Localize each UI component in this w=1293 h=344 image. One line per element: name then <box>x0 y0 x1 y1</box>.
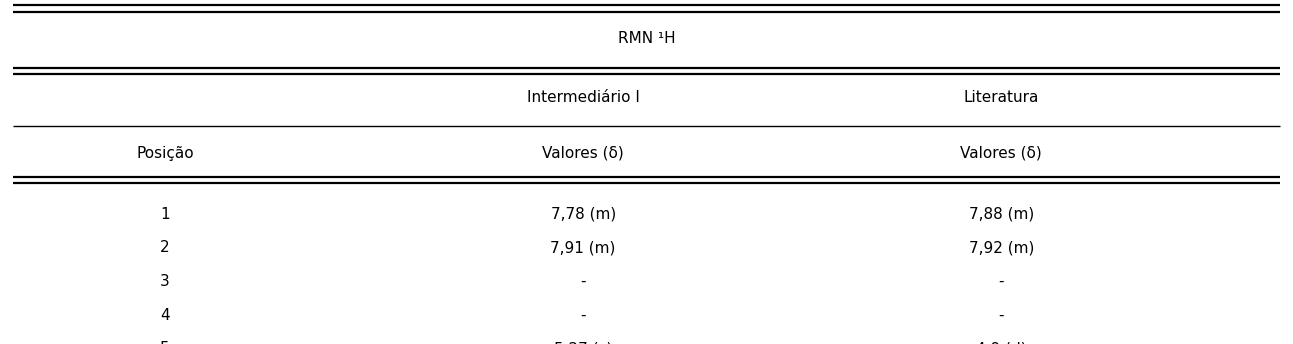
Text: Literatura: Literatura <box>963 90 1040 105</box>
Text: 5: 5 <box>160 342 169 344</box>
Text: Posição: Posição <box>136 146 194 161</box>
Text: -: - <box>998 274 1005 289</box>
Text: 4: 4 <box>160 308 169 323</box>
Text: 4,9 (d): 4,9 (d) <box>976 342 1027 344</box>
Text: 7,88 (m): 7,88 (m) <box>968 207 1034 222</box>
Text: 2: 2 <box>160 240 169 255</box>
Text: 5,27 (s): 5,27 (s) <box>553 342 613 344</box>
Text: -: - <box>581 308 586 323</box>
Text: -: - <box>581 274 586 289</box>
Text: 7,91 (m): 7,91 (m) <box>551 240 615 255</box>
Text: 3: 3 <box>160 274 169 289</box>
Text: 7,92 (m): 7,92 (m) <box>968 240 1034 255</box>
Text: Valores (δ): Valores (δ) <box>961 146 1042 161</box>
Text: 1: 1 <box>160 207 169 222</box>
Text: 7,78 (m): 7,78 (m) <box>551 207 615 222</box>
Text: -: - <box>998 308 1005 323</box>
Text: RMN ¹H: RMN ¹H <box>618 31 675 46</box>
Text: Valores (δ): Valores (δ) <box>542 146 625 161</box>
Text: Intermediário I: Intermediário I <box>526 90 640 105</box>
